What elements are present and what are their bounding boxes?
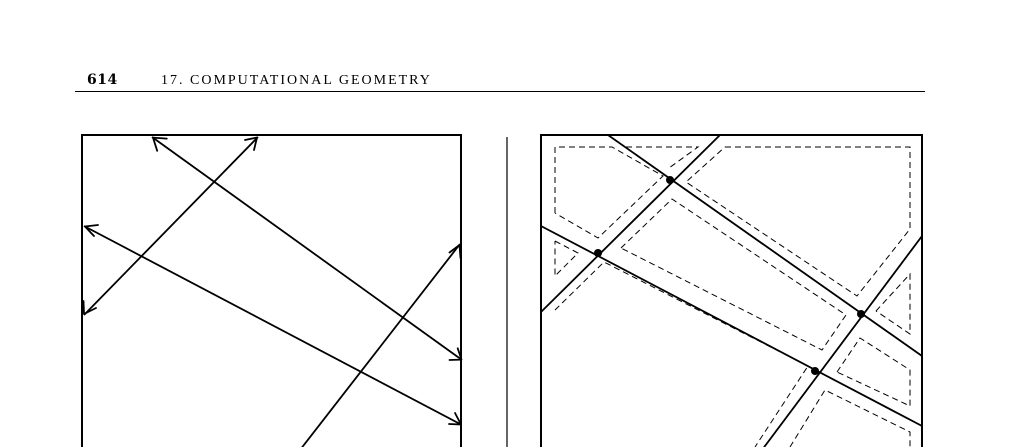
right-panel-frame bbox=[540, 134, 923, 447]
arrowhead-c-start bbox=[82, 300, 97, 315]
line-b bbox=[83, 225, 461, 426]
arrowhead-b-end bbox=[448, 412, 462, 426]
intersection-point bbox=[857, 310, 865, 318]
intersection-points bbox=[594, 176, 865, 375]
dashed-face-left bbox=[554, 240, 579, 278]
left-panel bbox=[81, 134, 463, 447]
segment-4 bbox=[763, 235, 922, 447]
page-number: 614 bbox=[87, 72, 118, 88]
running-head: 614 17. COMPUTATIONAL GEOMETRY bbox=[75, 68, 925, 92]
dashed-face-lower-left bbox=[554, 261, 809, 447]
left-panel-frame bbox=[81, 134, 462, 447]
arrowhead-a-start bbox=[152, 136, 168, 152]
dashed-face-bottom-right bbox=[789, 389, 911, 447]
dashed-face-right-lower bbox=[836, 337, 911, 407]
intersection-point bbox=[666, 176, 674, 184]
line-a bbox=[151, 136, 461, 361]
line-d bbox=[301, 243, 461, 447]
dashed-face-top-middle bbox=[626, 146, 700, 169]
dashed-face-top-left bbox=[554, 146, 664, 239]
dashed-face-right bbox=[875, 272, 911, 335]
segment-3 bbox=[541, 135, 721, 313]
arrowhead-c-end bbox=[244, 136, 258, 151]
chapter-title: 17. COMPUTATIONAL GEOMETRY bbox=[161, 73, 432, 88]
dashed-face-top-right bbox=[685, 146, 911, 297]
arrowhead-b-start bbox=[84, 224, 99, 237]
segment-1 bbox=[607, 135, 922, 357]
arrowhead-a-end bbox=[448, 347, 463, 361]
intersection-point bbox=[594, 249, 602, 257]
right-panel bbox=[540, 134, 923, 447]
segment-2 bbox=[541, 225, 922, 427]
arrowhead-d-end bbox=[448, 244, 462, 259]
line-c bbox=[83, 136, 259, 316]
intersection-point bbox=[811, 367, 819, 375]
